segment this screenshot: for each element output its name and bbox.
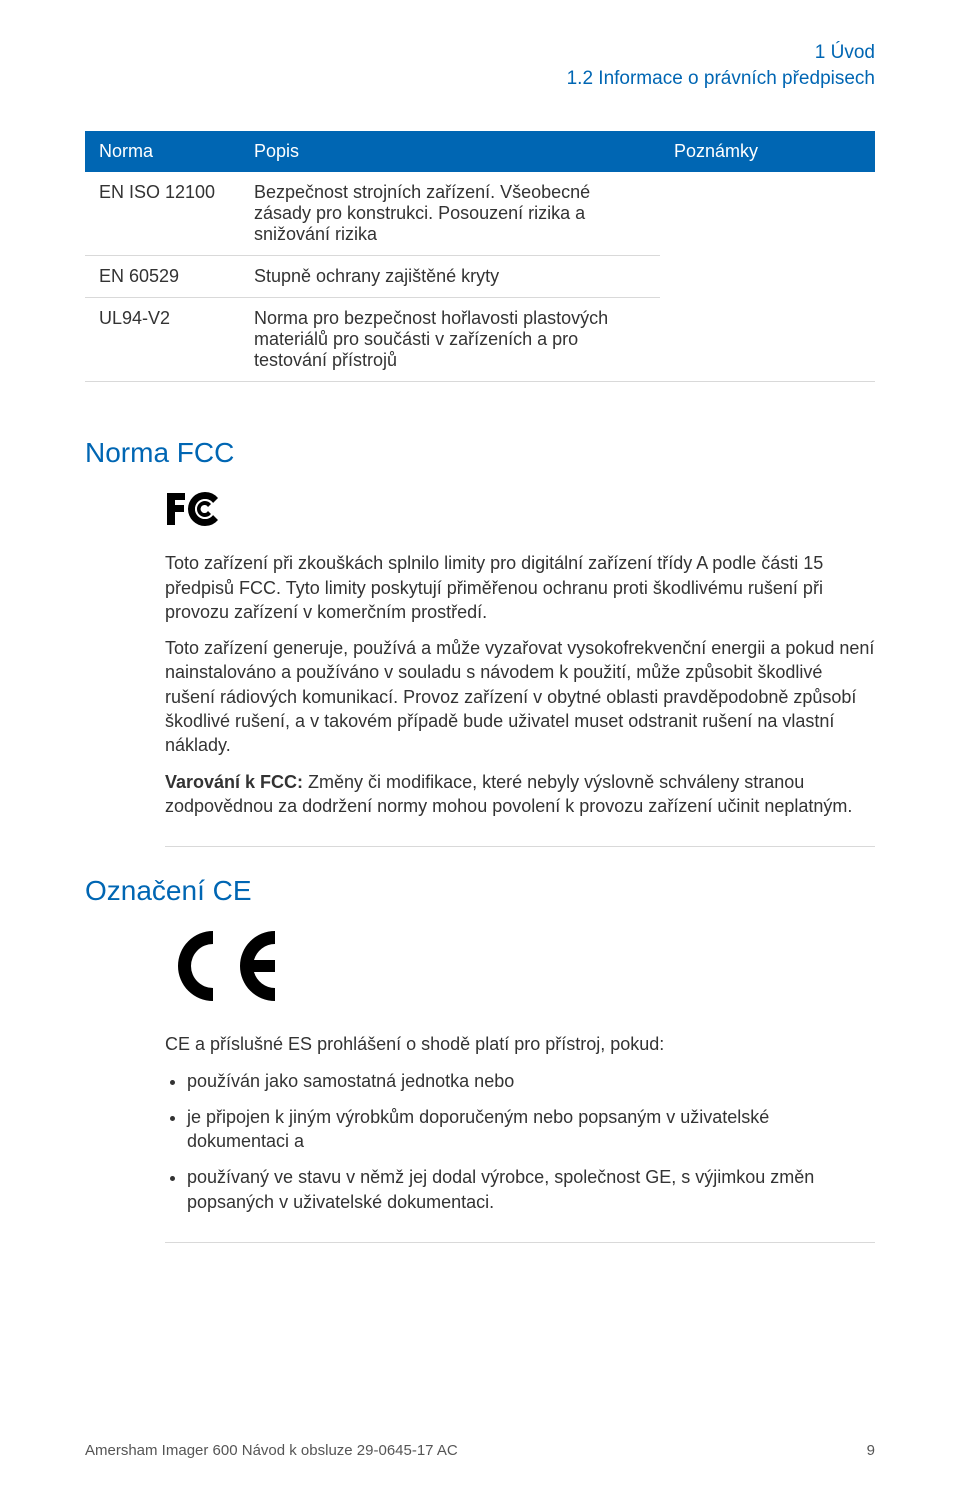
cell-popis: Norma pro bezpečnost hořlavosti plastový…: [240, 298, 660, 382]
ce-intro: CE a příslušné ES prohlášení o shodě pla…: [165, 1032, 875, 1056]
cell-popis: Bezpečnost strojních zařízení. Všeobecné…: [240, 172, 660, 256]
footer-doc-id: Amersham Imager 600 Návod k obsluze 29-0…: [85, 1442, 458, 1459]
cell-poznamky: [660, 172, 875, 382]
cell-popis: Stupně ochrany zajištěné kryty: [240, 256, 660, 298]
fcc-paragraph-3: Varování k FCC: Změny či modifikace, kte…: [165, 770, 875, 819]
list-item: používán jako samostatná jednotka nebo: [187, 1069, 875, 1093]
ce-heading: Označení CE: [85, 875, 875, 907]
page-header: 1 Úvod 1.2 Informace o právních předpise…: [85, 40, 875, 91]
section-divider: [165, 846, 875, 847]
table-header-row: Norma Popis Poznámky: [85, 131, 875, 172]
fcc-heading: Norma FCC: [85, 437, 875, 469]
fcc-logo-icon: [165, 489, 875, 529]
fcc-paragraph-1: Toto zařízení při zkouškách splnilo limi…: [165, 551, 875, 624]
col-popis: Popis: [240, 131, 660, 172]
fcc-warning-label: Varování k FCC:: [165, 772, 303, 792]
section-divider: [165, 1242, 875, 1243]
col-norma: Norma: [85, 131, 240, 172]
page-footer: Amersham Imager 600 Návod k obsluze 29-0…: [85, 1442, 875, 1459]
subsection-title: 1.2 Informace o právních předpisech: [85, 66, 875, 92]
list-item: je připojen k jiným výrobkům doporučeným…: [187, 1105, 875, 1154]
ce-bullet-list: používán jako samostatná jednotka nebo j…: [187, 1069, 875, 1214]
fcc-paragraph-2: Toto zařízení generuje, používá a může v…: [165, 636, 875, 757]
cell-norma: EN 60529: [85, 256, 240, 298]
standards-table: Norma Popis Poznámky EN ISO 12100 Bezpeč…: [85, 131, 875, 382]
list-item: používaný ve stavu v němž jej dodal výro…: [187, 1165, 875, 1214]
footer-page-number: 9: [867, 1442, 875, 1459]
cell-norma: UL94-V2: [85, 298, 240, 382]
ce-mark-icon: [165, 927, 875, 1010]
chapter-title: 1 Úvod: [85, 40, 875, 66]
cell-norma: EN ISO 12100: [85, 172, 240, 256]
table-row: EN ISO 12100 Bezpečnost strojních zaříze…: [85, 172, 875, 256]
col-poznamky: Poznámky: [660, 131, 875, 172]
